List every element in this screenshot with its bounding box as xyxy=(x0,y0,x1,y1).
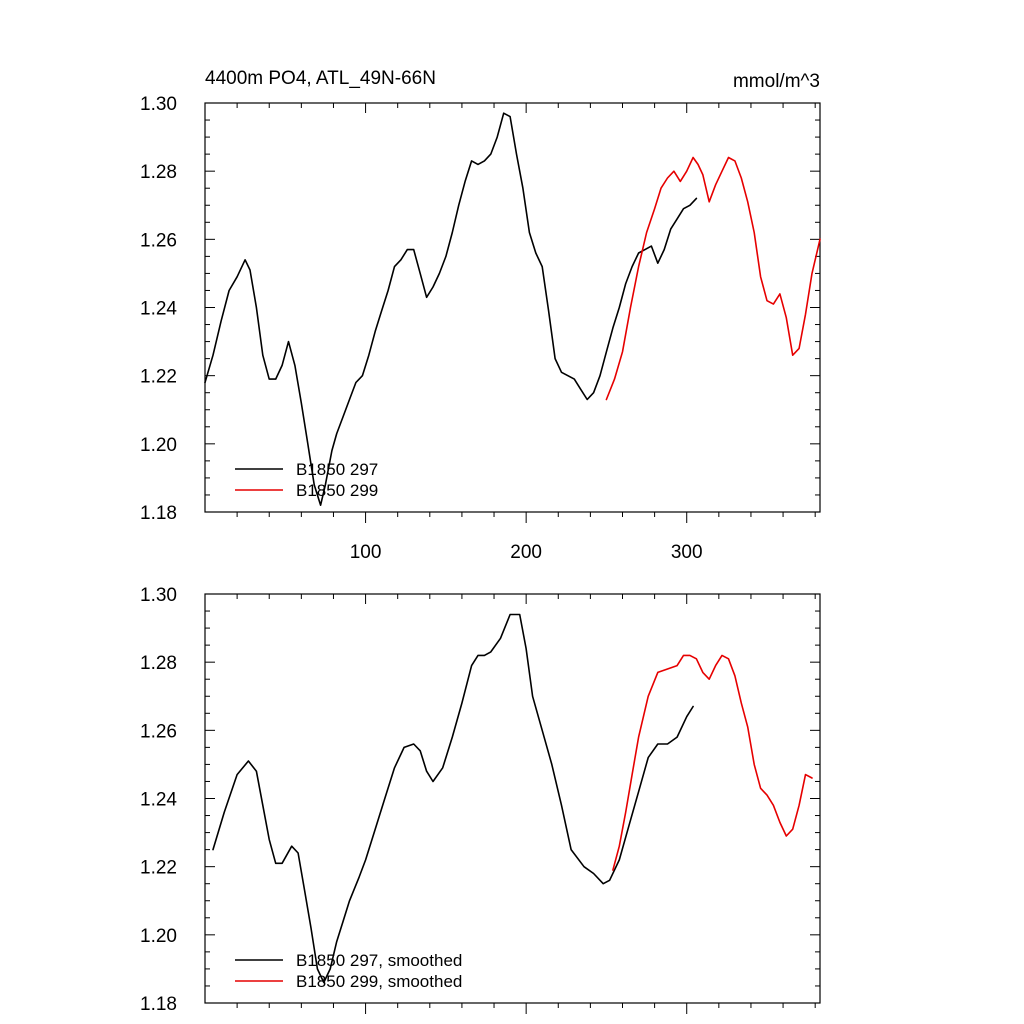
legend-label: B1850 297 xyxy=(296,460,378,479)
y-tick-label: 1.24 xyxy=(140,790,177,811)
chart-title: 4400m PO4, ATL_49N-66N xyxy=(205,68,436,89)
y-tick-label: 1.18 xyxy=(140,994,177,1015)
x-tick-label: 200 xyxy=(510,542,542,563)
x-tick-label: 300 xyxy=(671,542,703,563)
y-tick-label: 1.22 xyxy=(140,367,177,388)
legend-label: B1850 297, smoothed xyxy=(296,951,462,970)
plot-frame xyxy=(204,593,821,1004)
series-line-2 xyxy=(605,156,821,401)
y-tick-label: 1.26 xyxy=(140,230,177,251)
y-tick-label: 1.18 xyxy=(140,503,177,524)
y-tick-label: 1.28 xyxy=(140,162,177,183)
plot-frame xyxy=(204,102,821,513)
y-tick-label: 1.22 xyxy=(140,858,177,879)
bottom-panel: 1.18 1.20 1.22 1.24 1.26 1.28 1.30 B1850 297, s… xyxy=(140,585,821,1015)
series-line-2 xyxy=(612,654,813,871)
x-tick-label: 100 xyxy=(350,542,382,563)
series-line-1 xyxy=(204,112,698,507)
y-tick-label: 1.20 xyxy=(140,926,177,947)
series-line-1 xyxy=(212,613,694,984)
units-label: mmol/m^3 xyxy=(733,71,820,92)
y-tick-label: 1.24 xyxy=(140,299,177,320)
legend-label: B1850 299, smoothed xyxy=(296,972,462,991)
y-tick-label: 1.30 xyxy=(140,585,177,606)
y-tick-label: 1.26 xyxy=(140,721,177,742)
legend-label: B1850 299 xyxy=(296,481,378,500)
top-panel: 1.18 1.20 1.22 1.24 1.26 1.28 1.30 100 200 300 440… xyxy=(140,68,821,563)
y-tick-label: 1.28 xyxy=(140,653,177,674)
y-tick-label: 1.20 xyxy=(140,435,177,456)
y-tick-label: 1.30 xyxy=(140,94,177,115)
